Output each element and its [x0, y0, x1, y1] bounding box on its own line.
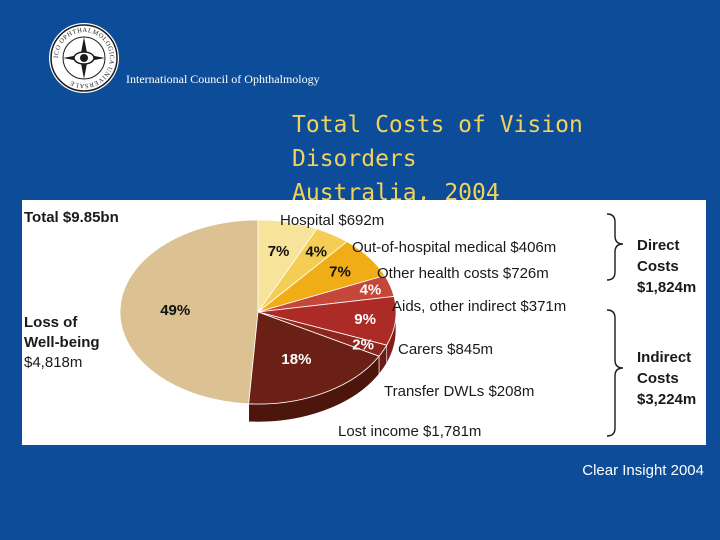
pie-percent-lost-income: 18% — [281, 351, 311, 368]
group-direct-line1: Direct — [637, 237, 680, 254]
slice-label-carers: Carers $845m — [398, 341, 493, 358]
slice-label-well-being-line2: Well-being — [24, 334, 100, 351]
pie-percent-out-of-hospital-medical: 4% — [305, 244, 327, 261]
chart-title: Total $9.85bn — [24, 209, 119, 226]
slide-title: Total Costs of Vision Disorders Australi… — [292, 108, 720, 210]
group-direct-line3: $1,824m — [637, 279, 696, 296]
pie-percent-other-health-costs: 7% — [329, 263, 351, 280]
slice-label-well-being-line1: Loss of — [24, 314, 78, 331]
slice-label-well-being-amount: $4,818m — [24, 354, 82, 371]
group-indirect-line2: Costs — [637, 370, 679, 387]
slice-label-other-health: Other health costs $726m — [377, 265, 549, 282]
pie-slice-loss-of-well-being — [119, 219, 259, 405]
group-indirect-line1: Indirect — [637, 349, 691, 366]
footer-note: Clear Insight 2004 — [582, 462, 704, 479]
pie-chart-panel: Total $9.85bn Loss of Well-being $4,818m… — [22, 200, 706, 445]
title-line-1: Total Costs of Vision Disorders — [292, 112, 583, 172]
slice-label-hospital: Hospital $692m — [280, 212, 384, 229]
slice-label-transfer-dwls: Transfer DWLs $208m — [384, 383, 534, 400]
group-indirect-line3: $3,224m — [637, 391, 696, 408]
slice-label-aids: Aids, other indirect $371m — [392, 298, 566, 315]
pie-percent-loss-of-well-being: 49% — [160, 302, 190, 319]
slice-label-out-of-hospital: Out-of-hospital medical $406m — [352, 239, 556, 256]
pie-slice-lost-income — [248, 311, 380, 405]
pie-percent-aids-other-indirect: 4% — [360, 282, 382, 299]
organization-name: International Council of Ophthalmology — [126, 72, 320, 86]
pie-percent-transfer-dwls: 2% — [352, 337, 374, 354]
pie-percent-hospital: 7% — [268, 243, 290, 260]
indirect-costs-bracket — [606, 309, 624, 437]
pie-chart: Total $9.85bn Loss of Well-being $4,818m… — [24, 209, 696, 440]
slice-label-lost-income: Lost income $1,781m — [338, 423, 481, 440]
group-direct-line2: Costs — [637, 258, 679, 275]
direct-costs-bracket — [606, 213, 624, 281]
pie-percent-carers: 9% — [354, 311, 376, 328]
ico-logo: ICO OPHTHALMOLOGICA UNIVERSALE — [48, 22, 120, 94]
